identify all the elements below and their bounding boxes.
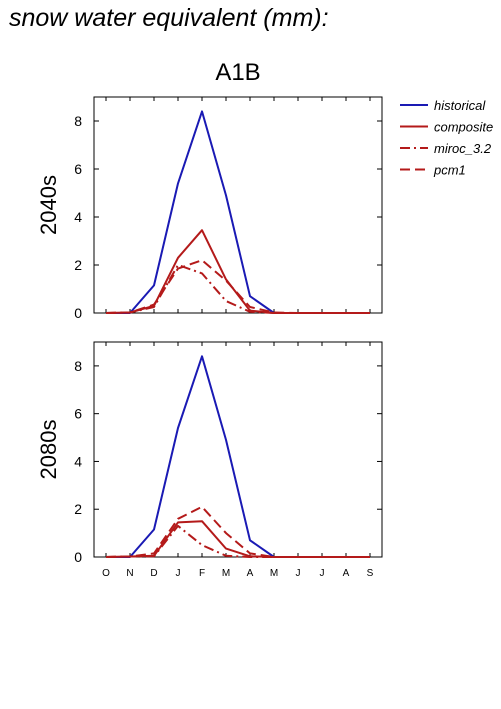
panel-label-2080s: 2080s (36, 420, 61, 480)
series-line-pcm1 (105, 505, 370, 558)
x-tick-label: A (247, 568, 254, 579)
panel-2040s: 0 2 4 6 8 2040s (36, 96, 383, 321)
plot-frame (93, 341, 383, 558)
page-title: snow water equivalent (mm): (9, 4, 329, 32)
y-tick-label: 8 (74, 113, 82, 129)
legend-label-miroc-3-2: miroc_3.2 (434, 141, 492, 156)
panel-2080s: 0 2 4 6 8 O N D J F M A M J J A S 2080s (36, 341, 383, 579)
scenario-title: A1B (215, 59, 260, 86)
series-line-historical (106, 355, 370, 558)
x-tick-label: J (296, 568, 301, 579)
y-tick-label: 4 (74, 209, 82, 225)
plot-frame (93, 96, 383, 314)
y-tick-label: 0 (74, 305, 82, 321)
y-tick-label: 6 (74, 161, 82, 177)
x-tick-label: S (367, 568, 374, 579)
legend-label-composite: composite (434, 120, 493, 135)
legend-label-pcm1: pcm1 (433, 163, 466, 178)
x-tick-label: D (150, 568, 157, 579)
x-tick-label: O (102, 568, 110, 579)
legend-label-historical: historical (434, 98, 486, 113)
legend: historical composite miroc_3.2 pcm1 (400, 98, 493, 178)
panel-label-2040s: 2040s (36, 175, 61, 235)
y-tick-label: 2 (74, 501, 82, 517)
x-tick-label: M (222, 568, 230, 579)
x-tick-label: M (270, 568, 278, 579)
x-tick-label: J (320, 568, 325, 579)
x-tick-label: N (126, 568, 133, 579)
series-line-historical (106, 110, 370, 314)
x-tick-label: J (176, 568, 181, 579)
y-tick-label: 0 (74, 549, 82, 565)
series-line-pcm1 (105, 259, 370, 314)
x-tick-label: A (343, 568, 350, 579)
y-tick-label: 8 (74, 358, 82, 374)
y-tick-label: 2 (74, 257, 82, 273)
x-tick-label: F (199, 568, 205, 579)
y-tick-label: 6 (74, 406, 82, 422)
y-tick-label: 4 (74, 453, 82, 469)
series-line-miroc-3-2 (105, 264, 370, 314)
